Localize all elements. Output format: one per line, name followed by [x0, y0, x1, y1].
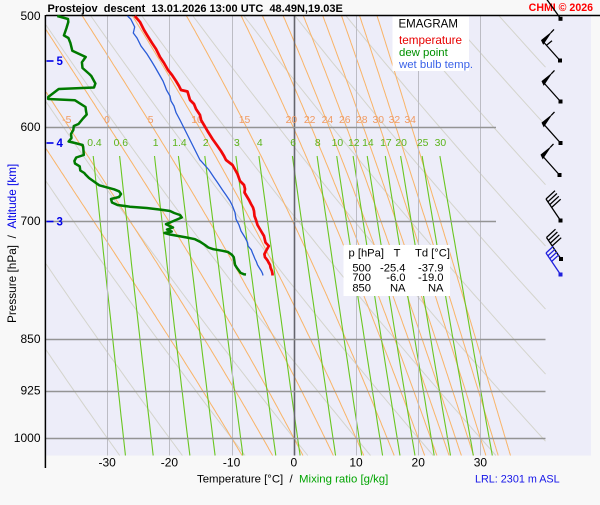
svg-text:6: 6: [290, 138, 296, 149]
svg-text:-25.4: -25.4: [380, 263, 406, 275]
svg-text:Prostejov descent 13.01.2026: Prostejov descent 13.01.2026 13:00 UTC 4…: [48, 3, 343, 15]
svg-text:500: 500: [352, 263, 371, 275]
svg-text:20: 20: [412, 456, 426, 470]
svg-text:10: 10: [191, 115, 203, 126]
svg-text:34: 34: [404, 115, 416, 126]
svg-text:-37.9: -37.9: [418, 263, 444, 275]
svg-text:Td [°C]: Td [°C]: [415, 248, 450, 260]
svg-text:1000: 1000: [14, 431, 41, 445]
svg-text:26: 26: [339, 115, 351, 126]
svg-text:28: 28: [356, 115, 368, 126]
svg-text:3: 3: [57, 217, 63, 229]
svg-text:20: 20: [286, 115, 298, 126]
svg-text:dew point: dew point: [399, 47, 449, 59]
svg-text:20: 20: [395, 138, 407, 149]
svg-text:30: 30: [373, 115, 385, 126]
svg-text:5: 5: [57, 56, 64, 68]
svg-text:3: 3: [234, 138, 240, 149]
svg-text:p [hPa]: p [hPa]: [349, 248, 384, 260]
svg-text:32: 32: [389, 115, 401, 126]
svg-text:12: 12: [348, 138, 360, 149]
svg-text:1: 1: [153, 138, 159, 149]
svg-text:15: 15: [239, 115, 251, 126]
svg-text:5: 5: [148, 115, 154, 126]
svg-text:2: 2: [203, 138, 209, 149]
svg-text:Temperature [°C] / Mixing ra: Temperature [°C] / Mixing ratio [g/kg]: [197, 474, 388, 486]
svg-text:-30: -30: [99, 456, 117, 470]
svg-text:8: 8: [315, 138, 321, 149]
svg-text:22: 22: [304, 115, 316, 126]
svg-text:1.4: 1.4: [172, 138, 187, 149]
svg-text:30: 30: [474, 456, 488, 470]
svg-text:4: 4: [57, 138, 64, 150]
svg-text:925: 925: [20, 384, 40, 398]
svg-text:-10: -10: [223, 456, 241, 470]
svg-text:Pressure [hPa] / Altitude [k: Pressure [hPa] / Altitude [km]: [5, 164, 19, 323]
svg-text:0.6: 0.6: [114, 138, 129, 149]
svg-text:25: 25: [417, 138, 429, 149]
svg-text:4: 4: [257, 138, 263, 149]
svg-text:17: 17: [380, 138, 392, 149]
svg-text:NA: NA: [390, 283, 406, 295]
svg-text:500: 500: [20, 9, 40, 23]
svg-text:NA: NA: [428, 283, 444, 295]
svg-text:-20: -20: [161, 456, 179, 470]
svg-text:temperature: temperature: [399, 34, 462, 47]
svg-text:24: 24: [322, 115, 334, 126]
svg-text:CHMI © 2026: CHMI © 2026: [529, 2, 593, 14]
svg-text:10: 10: [332, 138, 344, 149]
svg-text:14: 14: [362, 138, 374, 149]
svg-text:0.4: 0.4: [87, 138, 102, 149]
svg-text:10: 10: [349, 456, 363, 470]
svg-text:T: T: [394, 248, 401, 260]
svg-text:0: 0: [104, 115, 110, 126]
svg-text:-5: -5: [62, 115, 71, 126]
svg-text:600: 600: [20, 120, 40, 134]
svg-text:EMAGRAM: EMAGRAM: [399, 19, 458, 31]
svg-text:wet bulb temp.: wet bulb temp.: [398, 59, 473, 71]
svg-text:850: 850: [20, 332, 40, 346]
svg-text:-19.0: -19.0: [418, 272, 444, 284]
svg-text:700: 700: [352, 272, 371, 284]
svg-text:700: 700: [20, 214, 40, 228]
svg-text:LRL: 2301 m ASL: LRL: 2301 m ASL: [475, 474, 560, 486]
svg-text:30: 30: [435, 138, 447, 149]
svg-text:850: 850: [352, 283, 371, 295]
svg-text:-6.0: -6.0: [386, 272, 405, 284]
svg-text:0: 0: [290, 456, 297, 470]
